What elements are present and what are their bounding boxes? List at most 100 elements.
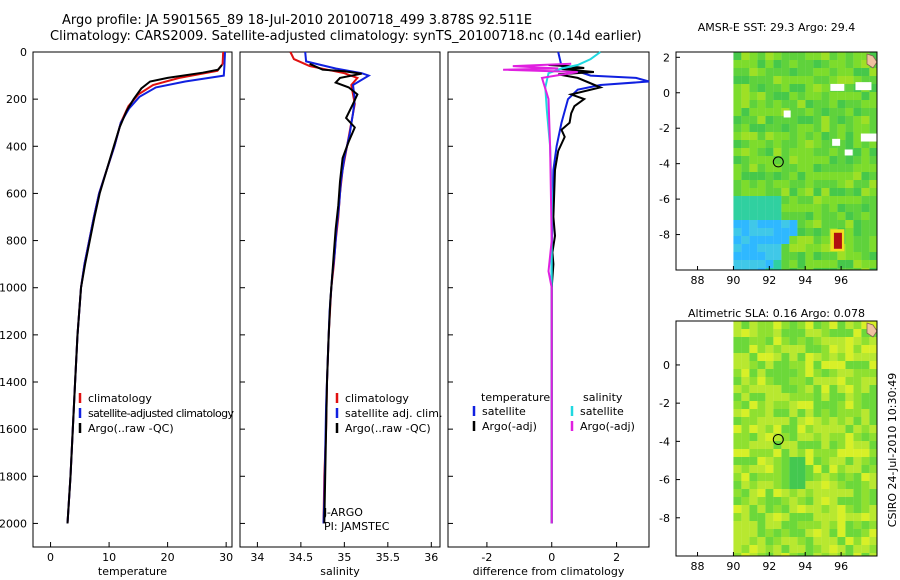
x-tick-label: 0 <box>47 551 54 564</box>
map-cell <box>789 60 798 68</box>
map-cell <box>821 204 830 212</box>
map-cell <box>765 108 774 116</box>
map-cell <box>869 76 877 84</box>
map-cell <box>797 505 806 513</box>
map-cell <box>733 188 742 196</box>
map-cell <box>773 473 782 481</box>
map-cell <box>789 393 798 401</box>
map-cell <box>765 100 774 108</box>
map-cell <box>829 180 838 188</box>
map-cell <box>837 52 846 60</box>
map-cell <box>837 132 846 140</box>
map-cell <box>765 180 774 188</box>
map-cell <box>853 449 862 457</box>
map-cell <box>869 409 877 417</box>
map-cell <box>733 361 742 369</box>
map-cell <box>741 132 750 140</box>
map-cell <box>781 52 790 60</box>
map-cell <box>773 521 782 529</box>
map-cell <box>861 505 870 513</box>
map-cell <box>797 345 806 353</box>
map-cell <box>781 417 790 425</box>
map-cell <box>773 393 782 401</box>
y-tick-label: 2 <box>663 51 670 64</box>
map-cell <box>837 481 846 489</box>
map-cell <box>829 473 838 481</box>
map-cell <box>773 252 782 260</box>
map-cell <box>749 140 758 148</box>
map-cell <box>813 140 822 148</box>
map-cell <box>781 409 790 417</box>
map-cell <box>789 124 798 132</box>
x-tick-label: 96 <box>834 274 848 287</box>
map-cell <box>757 68 766 76</box>
map-cell <box>773 497 782 505</box>
map-cell <box>781 92 790 100</box>
map-cell <box>773 164 782 172</box>
map-cell <box>781 220 790 228</box>
map-cell <box>741 521 750 529</box>
map-cell <box>805 465 814 473</box>
map-cell <box>813 537 822 545</box>
map-cell <box>837 529 846 537</box>
map-cell <box>869 377 877 385</box>
map-cell <box>845 100 854 108</box>
map-cell <box>853 228 862 236</box>
map-cell <box>773 52 782 60</box>
map-cell <box>837 100 846 108</box>
map-cell <box>797 481 806 489</box>
map-cell <box>733 449 742 457</box>
map-cell <box>829 172 838 180</box>
map-cell <box>733 537 742 545</box>
map-cell <box>845 465 854 473</box>
map-cell <box>845 140 854 148</box>
y-tick-label: 1200 <box>0 329 27 342</box>
map-cell <box>757 92 766 100</box>
map-cell <box>749 385 758 393</box>
map-cell <box>797 449 806 457</box>
map-cell <box>749 164 758 172</box>
map-cell <box>741 236 750 244</box>
map-cell <box>741 441 750 449</box>
map-cell <box>757 529 766 537</box>
map-cell <box>789 505 798 513</box>
legend-label: satellite <box>580 405 624 418</box>
map-cell <box>765 425 774 433</box>
map-cell <box>741 425 750 433</box>
map-cell <box>805 449 814 457</box>
map-cell <box>781 481 790 489</box>
map-cell <box>821 369 830 377</box>
map-cell <box>853 441 862 449</box>
map-cell <box>733 76 742 84</box>
map-cell <box>845 337 854 345</box>
map-cell <box>765 377 774 385</box>
map-cell <box>733 369 742 377</box>
map-cell <box>829 68 838 76</box>
map-cell <box>749 76 758 84</box>
map-cell <box>797 369 806 377</box>
y-tick-label: -8 <box>659 512 670 525</box>
missing-data-patch <box>832 138 841 146</box>
map-cell <box>749 252 758 260</box>
map-cell <box>757 449 766 457</box>
map-cell <box>765 537 774 545</box>
map-cell <box>821 449 830 457</box>
map-cell <box>797 212 806 220</box>
map-cell <box>869 180 877 188</box>
map-cell <box>797 377 806 385</box>
map-cell <box>829 361 838 369</box>
map-cell <box>781 172 790 180</box>
map-cell <box>837 124 846 132</box>
map-cell <box>853 60 862 68</box>
map-cell <box>781 116 790 124</box>
map-cell <box>805 260 814 268</box>
map-cell <box>861 76 870 84</box>
map-cell <box>869 268 877 270</box>
map-cell <box>749 393 758 401</box>
map-cell <box>805 425 814 433</box>
map-cell <box>821 345 830 353</box>
map-cell <box>749 337 758 345</box>
map-cell <box>781 60 790 68</box>
map-cell <box>805 76 814 84</box>
y-tick-label: 2000 <box>0 517 27 530</box>
